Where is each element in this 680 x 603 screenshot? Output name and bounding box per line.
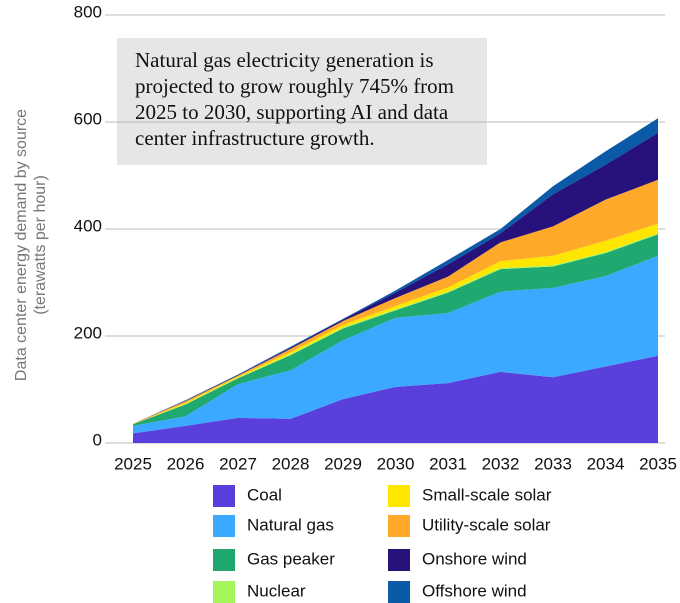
x-tick-label: 2030 — [377, 454, 415, 473]
x-tick-label: 2029 — [324, 454, 362, 473]
legend-label: Gas peaker — [247, 549, 335, 568]
legend-label: Small-scale solar — [422, 485, 552, 504]
legend-swatch — [213, 485, 235, 507]
y-tick-label: 200 — [74, 323, 102, 342]
annotation: Natural gas electricity generation is — [135, 48, 434, 72]
legend-swatch — [213, 515, 235, 537]
legend-swatch — [388, 515, 410, 537]
legend-label: Utility-scale solar — [422, 515, 551, 534]
legend-label: Offshore wind — [422, 581, 527, 600]
x-tick-label: 2028 — [272, 454, 310, 473]
y-tick-label: 800 — [74, 2, 102, 21]
legend-label: Coal — [247, 485, 282, 504]
annotation: 2025 to 2030, supporting AI and data — [135, 100, 449, 124]
area — [133, 233, 658, 425]
y-tick-label: 0 — [93, 430, 102, 449]
x-tick-label: 2025 — [114, 454, 152, 473]
legend-swatch — [388, 485, 410, 507]
area — [133, 355, 658, 443]
legend-swatch — [213, 581, 235, 603]
x-tick-label: 2033 — [534, 454, 572, 473]
annotation: projected to grow roughly 745% from — [135, 74, 454, 98]
legend-swatch — [388, 549, 410, 571]
x-tick-label: 2032 — [482, 454, 520, 473]
x-tick-label: 2034 — [587, 454, 625, 473]
y-tick-label: 600 — [74, 109, 102, 128]
legend-label: Onshore wind — [422, 549, 527, 568]
y-tick-label: 400 — [74, 216, 102, 235]
x-tick-label: 2031 — [429, 454, 467, 473]
y-axis-label: (terawatts per hour) — [32, 175, 49, 315]
annotation: center infrastructure growth. — [135, 126, 375, 150]
legend-label: Nuclear — [247, 581, 306, 600]
legend-swatch — [213, 549, 235, 571]
legend-label: Natural gas — [247, 515, 334, 534]
y-axis-label: Data center energy demand by source — [13, 109, 30, 381]
annotation-box — [117, 38, 487, 165]
area — [133, 223, 658, 425]
legend-swatch — [388, 581, 410, 603]
area — [133, 179, 658, 425]
area — [133, 234, 658, 426]
x-tick-label: 2026 — [167, 454, 205, 473]
x-tick-label: 2027 — [219, 454, 257, 473]
area — [133, 255, 658, 434]
x-tick-label: 2035 — [639, 454, 677, 473]
